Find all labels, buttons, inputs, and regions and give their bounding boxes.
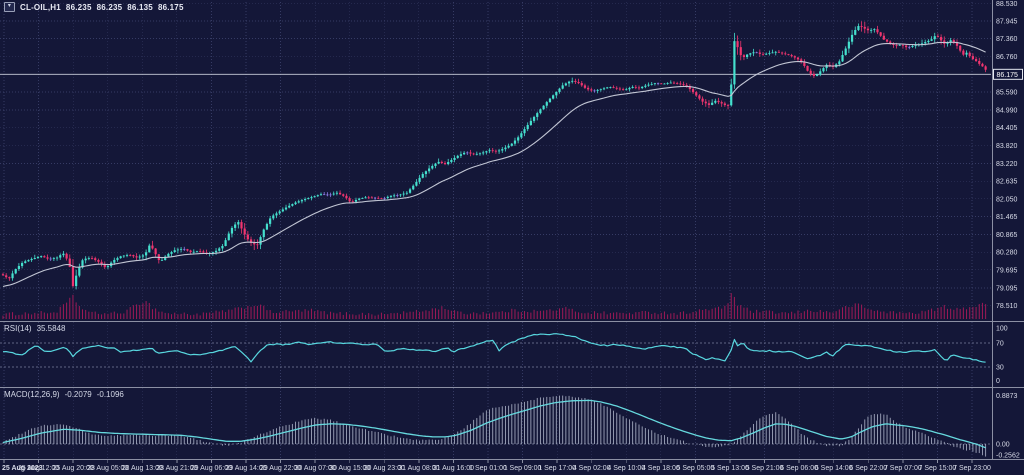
svg-text:30: 30 [996,365,1004,372]
rsi-line [2,333,986,363]
svg-text:5 Sep 13:00: 5 Sep 13:00 [711,465,749,472]
svg-text:83.220: 83.220 [996,161,1018,168]
svg-text:85.590: 85.590 [996,89,1018,96]
svg-text:-0.2562: -0.2562 [996,453,1020,460]
svg-text:28 Aug 05:00: 28 Aug 05:00 [87,465,128,472]
macd-indicator-label: MACD(12,26,9) -0.2079 -0.1096 [4,390,124,399]
svg-text:100: 100 [996,326,1008,333]
svg-text:6 Sep 14:00: 6 Sep 14:00 [815,465,853,472]
svg-text:79.095: 79.095 [996,285,1018,292]
svg-text:7 Sep 23:00: 7 Sep 23:00 [953,465,991,472]
quote-low: 86.135 [127,2,153,12]
svg-text:1 Sep 09:00: 1 Sep 09:00 [504,465,542,472]
price-axis[interactable]: 88.530 87.945 87.360 86.760 85.590 84.990 84.4… [996,1,1018,310]
svg-text:4 Sep 02:00: 4 Sep 02:00 [573,465,611,472]
grid-lines [0,2,991,463]
svg-text:79.695: 79.695 [996,267,1018,274]
macd-signal-value: -0.1096 [96,390,124,399]
svg-text:31 Aug 08:00: 31 Aug 08:00 [398,465,439,472]
macd-signal-line [2,399,986,449]
svg-text:29 Aug 14:00: 29 Aug 14:00 [225,465,266,472]
svg-text:28 Aug 21:00: 28 Aug 21:00 [156,465,197,472]
svg-text:4 Sep 18:00: 4 Sep 18:00 [642,465,680,472]
svg-text:30 Aug 07:00: 30 Aug 07:00 [295,465,336,472]
quote-close: 86.175 [157,2,184,12]
svg-text:83.820: 83.820 [996,143,1018,150]
svg-text:25 Aug 20:00: 25 Aug 20:00 [53,465,94,472]
svg-text:6 Sep 06:00: 6 Sep 06:00 [780,465,818,472]
svg-text:30 Aug 23:00: 30 Aug 23:00 [364,465,405,472]
svg-text:7 Sep 07:00: 7 Sep 07:00 [884,465,922,472]
svg-text:5 Sep 05:00: 5 Sep 05:00 [677,465,715,472]
svg-text:0.00: 0.00 [996,442,1010,449]
svg-text:78.510: 78.510 [996,303,1018,310]
svg-text:86.760: 86.760 [996,54,1018,61]
svg-text:84.990: 84.990 [996,108,1018,115]
svg-text:4 Sep 10:00: 4 Sep 10:00 [607,465,645,472]
macd-axis[interactable]: 0.8873 0.00 -0.2562 [996,393,1020,459]
svg-text:82.050: 82.050 [996,196,1018,203]
svg-text:70: 70 [996,341,1004,348]
svg-text:29 Aug 22:00: 29 Aug 22:00 [260,465,301,472]
svg-text:87.945: 87.945 [996,18,1018,25]
svg-text:80.865: 80.865 [996,232,1018,239]
svg-text:29 Aug 06:00: 29 Aug 06:00 [191,465,232,472]
ma-line [2,41,986,288]
quote-high: 86.235 [96,2,123,12]
rsi-indicator-label: RSI(14) 35.5848 [4,324,65,333]
svg-text:0: 0 [996,378,1000,385]
pane-separators [0,0,1024,460]
volume-histogram [2,293,987,319]
svg-text:25 Aug 2023: 25 Aug 2023 [2,465,43,472]
svg-text:84.405: 84.405 [996,125,1018,132]
rsi-axis[interactable]: 100 70 30 0 [996,326,1008,386]
svg-text:5 Sep 21:00: 5 Sep 21:00 [746,465,784,472]
rsi-name: RSI(14) [4,324,32,333]
svg-text:82.635: 82.635 [996,179,1018,186]
svg-text:81.465: 81.465 [996,214,1018,221]
last-price-badge: 86.175 [993,68,1023,80]
svg-text:87.360: 87.360 [996,36,1018,43]
svg-text:0.8873: 0.8873 [996,393,1018,400]
symbol-dropdown-icon[interactable]: ▾ [4,2,15,12]
svg-text:80.280: 80.280 [996,250,1018,257]
svg-text:28 Aug 13:00: 28 Aug 13:00 [122,465,163,472]
svg-text:25 Aug 12:00: 25 Aug 12:00 [18,465,59,472]
macd-main-value: -0.2079 [64,390,92,399]
svg-text:6 Sep 22:00: 6 Sep 22:00 [849,465,887,472]
macd-histogram [2,395,987,457]
chart-header: ▾ CL-OIL,H1 86.235 86.235 86.135 86.175 [4,2,184,12]
symbol-timeframe: CL-OIL,H1 [20,2,61,12]
svg-text:88.530: 88.530 [996,1,1018,8]
svg-text:31 Aug 16:00: 31 Aug 16:00 [433,465,474,472]
quote-open: 86.235 [65,2,92,12]
candlestick-series [1,21,987,290]
rsi-value: 35.5848 [36,324,66,333]
svg-text:30 Aug 15:00: 30 Aug 15:00 [329,465,370,472]
svg-text:7 Sep 15:00: 7 Sep 15:00 [919,465,957,472]
macd-name: MACD(12,26,9) [4,390,60,399]
svg-text:1 Sep 17:00: 1 Sep 17:00 [538,465,576,472]
svg-text:86.175: 86.175 [997,72,1019,79]
svg-text:1 Sep 01:00: 1 Sep 01:00 [469,465,507,472]
